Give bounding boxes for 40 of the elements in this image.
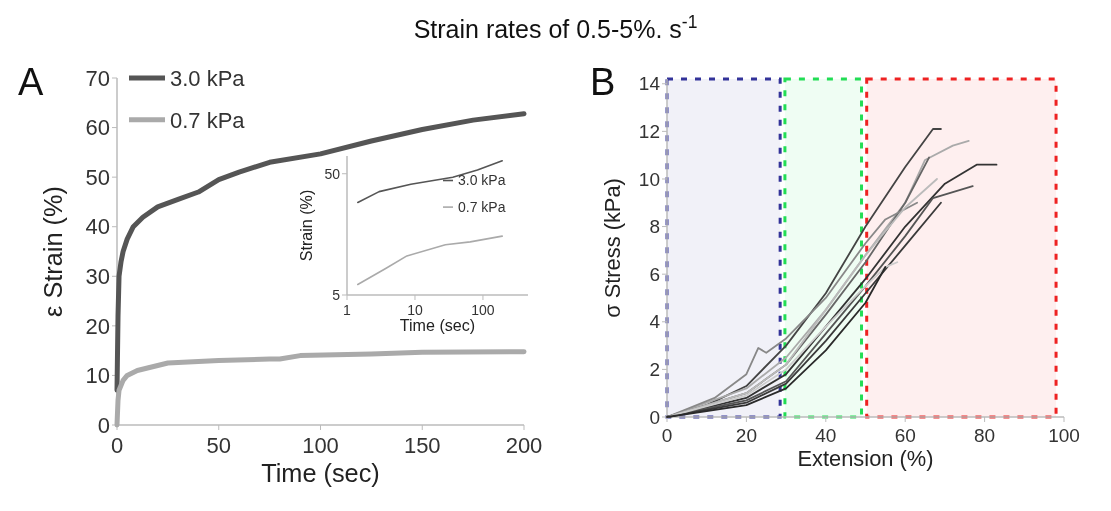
x-tick-label: 100 <box>302 433 339 458</box>
y-tick-label: 5 <box>332 286 341 303</box>
x-axis-title: Time (sec) <box>261 459 380 488</box>
text: B <box>590 61 616 103</box>
y-tick-label: 8 <box>649 216 660 238</box>
y-tick-label: 40 <box>85 214 110 240</box>
legend-label: 3.0 kPa <box>170 65 246 91</box>
x-tick-label: 100 <box>471 302 495 318</box>
x-axis-title: Time (sec) <box>399 316 476 335</box>
text: A <box>18 61 44 103</box>
x-tick-label: 40 <box>815 425 837 446</box>
x-tick-label: 100 <box>1048 425 1080 446</box>
y-tick-label: 4 <box>649 311 661 333</box>
y-tick-label: 70 <box>85 65 110 91</box>
y-tick-label: 60 <box>85 115 110 141</box>
y-tick-label: 0 <box>649 406 660 428</box>
x-tick-label: 80 <box>974 425 996 446</box>
x-tick-label: 200 <box>505 433 543 458</box>
x-tick-label: 20 <box>735 425 757 446</box>
y-tick-label: 6 <box>649 263 660 285</box>
x-tick-label: 60 <box>894 425 916 446</box>
y-axis-title: Strain (%) <box>297 189 315 262</box>
x-tick-label: 50 <box>206 433 231 458</box>
y-tick-label: 14 <box>638 73 661 95</box>
y-tick-label: 2 <box>649 359 660 381</box>
chart-title: Strain rates of 0.5-5%. s$^{-1}$ <box>413 12 698 43</box>
legend-label: 0.7 kPa <box>170 107 246 133</box>
y-tick-label: 10 <box>85 363 110 389</box>
x-tick-label: 10 <box>407 302 423 318</box>
legend-label: 3.0 kPa <box>458 172 506 189</box>
x-tick-label: 1 <box>343 302 352 318</box>
y-axis-title: ε Strain (%) <box>39 186 67 317</box>
y-tick-label: 12 <box>638 121 660 143</box>
y-tick-label: 30 <box>85 263 110 289</box>
legend-label: 0.7 kPa <box>458 199 506 215</box>
y-tick-label: 50 <box>85 164 110 190</box>
y-axis-title: σ Stress (kPa) <box>599 178 625 318</box>
x-tick-label: 150 <box>403 433 441 458</box>
x-axis-title: Extension (%) <box>797 446 934 472</box>
y-tick-label: 10 <box>638 168 660 190</box>
